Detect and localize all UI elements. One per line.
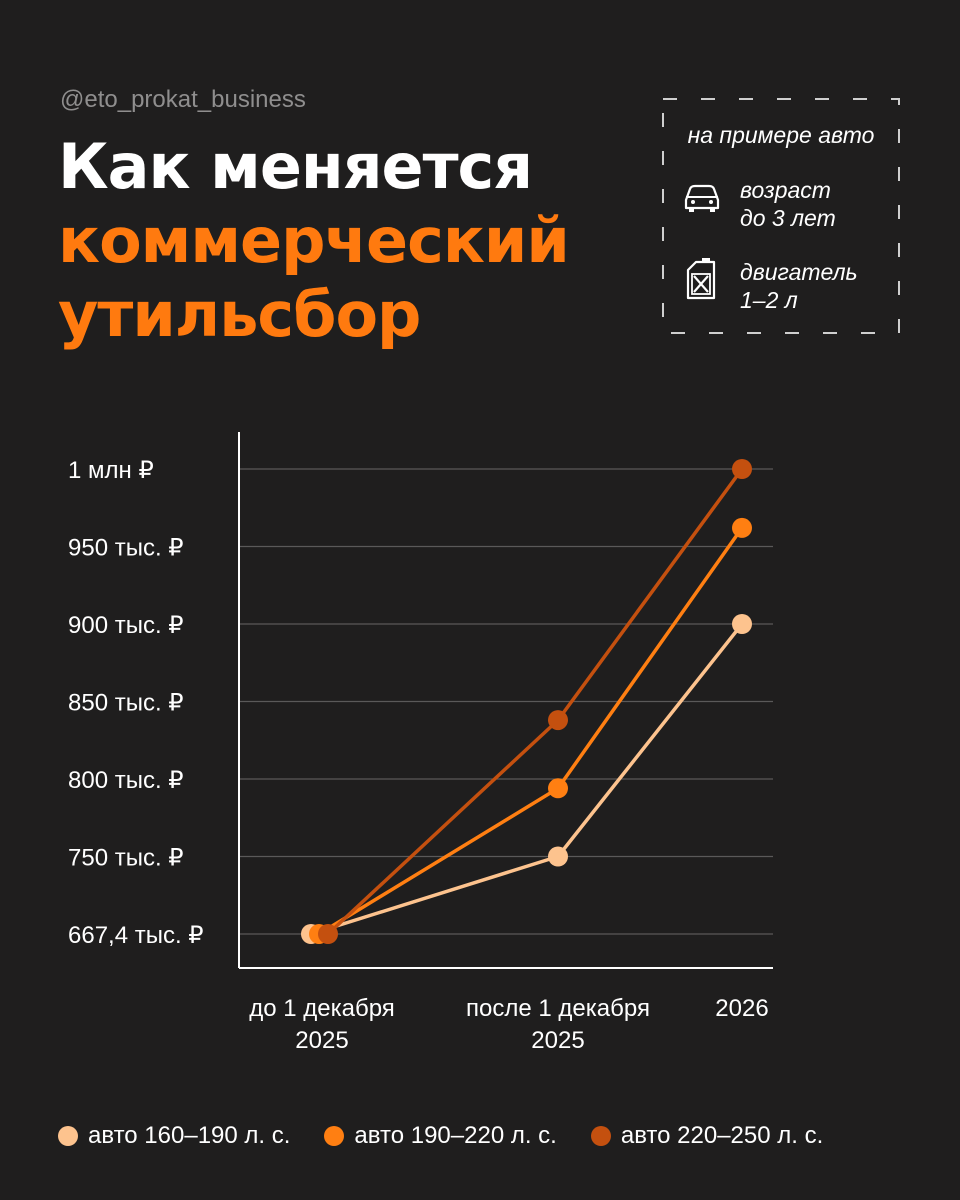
- dashed-frame: [662, 98, 900, 334]
- example-info-box: на примере авто возраст до 3 лет: [662, 98, 900, 334]
- y-tick-label: 667,4 тыс. ₽: [68, 922, 204, 949]
- info-item-age-line2: до 3 лет: [740, 205, 836, 231]
- legend-label: авто 190–220 л. с.: [354, 1122, 557, 1149]
- account-handle: @eto_prokat_business: [60, 86, 306, 113]
- data-point: [732, 614, 752, 634]
- x-tick-label: 2026: [715, 995, 768, 1022]
- data-point: [732, 517, 752, 538]
- legend-dot: [58, 1126, 78, 1146]
- title-line-2: коммерческий: [58, 204, 570, 277]
- data-point: [548, 710, 568, 731]
- y-tick-label: 750 тыс. ₽: [68, 845, 184, 872]
- title-line-1: Как меняется: [58, 130, 533, 203]
- data-point: [318, 924, 338, 944]
- y-tick-label: 1 млн ₽: [68, 457, 154, 484]
- y-tick-label: 850 тыс. ₽: [68, 690, 184, 717]
- data-point: [548, 778, 568, 799]
- info-item-engine-line1: двигатель: [740, 259, 858, 285]
- legend-item: авто 190–220 л. с.: [324, 1122, 557, 1150]
- legend-dot: [590, 1126, 611, 1146]
- chart-legend: авто 160–190 л. с. авто 190–220 л. с. авто…: [58, 1122, 823, 1150]
- data-point: [548, 846, 568, 867]
- title-line-3: утильсбор: [58, 278, 421, 351]
- legend-label: авто 220–250 л. с.: [620, 1122, 824, 1149]
- legend-item: авто 220–250 л. с.: [590, 1122, 824, 1150]
- y-tick-label: 950 тыс. ₽: [68, 535, 184, 562]
- legend-label: авто 160–190 л. с.: [88, 1122, 291, 1149]
- series-line: [318, 526, 744, 936]
- info-heading: на примере авто: [687, 122, 875, 148]
- page-title: Как меняется коммерческий утильсбор: [58, 130, 570, 352]
- legend-dot: [324, 1126, 345, 1146]
- line-chart: 1 млн ₽ 950 тыс. ₽ 900 тыс. ₽ 850 тыс. ₽ 800…: [68, 432, 773, 1054]
- y-tick-label: 800 тыс. ₽: [68, 767, 184, 794]
- info-item-age-line1: возраст: [740, 177, 831, 203]
- legend-item: авто 160–190 л. с.: [58, 1122, 290, 1150]
- info-item-engine-line2: 1–2 л: [740, 287, 798, 313]
- car-icon: [682, 176, 722, 221]
- y-tick-label: 900 тыс. ₽: [68, 612, 184, 639]
- x-tick-label: после 1 декабря 2025: [466, 995, 650, 1054]
- x-tick-label: до 1 декабря 2025: [249, 995, 395, 1054]
- fuel-canister-icon: [682, 258, 722, 307]
- data-point: [732, 459, 752, 479]
